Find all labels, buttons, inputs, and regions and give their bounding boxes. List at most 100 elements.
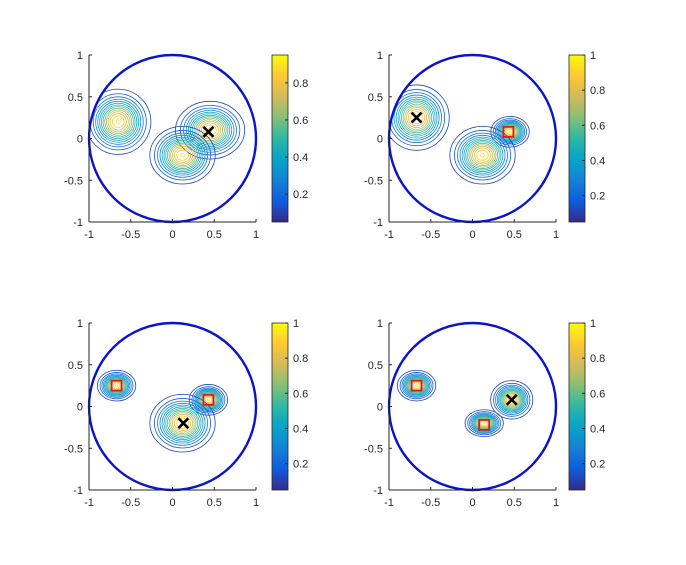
contour-line: [399, 100, 434, 135]
contour-line: [104, 107, 133, 136]
y-tick-label: 1: [77, 50, 83, 62]
colorbar-tick-label: 0.8: [590, 85, 605, 97]
contour-line: [496, 120, 524, 143]
contour-peak-2: [175, 100, 246, 160]
x-tick-label: -1: [84, 497, 94, 509]
contour-line: [395, 96, 438, 139]
contour-line: [475, 417, 493, 430]
x-tick-label: -1: [384, 229, 394, 241]
contour-line: [502, 391, 521, 409]
contour-line: [193, 387, 224, 412]
contour-line: [163, 138, 202, 173]
y-tick-label: 0: [377, 402, 383, 414]
contour-line: [163, 406, 202, 441]
y-tick-label: 0: [77, 402, 83, 414]
y-tick-label: 0.5: [68, 92, 83, 104]
contour-line: [112, 382, 121, 389]
contour-line: [95, 98, 142, 145]
contour-line: [490, 380, 534, 420]
contour-line: [195, 117, 225, 143]
x-tick-label: -0.5: [421, 229, 440, 241]
contour-line: [466, 141, 499, 169]
contour-line: [168, 142, 197, 168]
contour-line: [165, 407, 200, 439]
contour-line: [499, 388, 525, 412]
contour-line: [102, 374, 131, 397]
colorbar-tick-label: 0.6: [590, 388, 605, 400]
cross-marker: [202, 125, 215, 138]
y-tick-label: 1: [377, 318, 383, 330]
contour-line: [99, 102, 138, 141]
contour-line: [468, 142, 497, 168]
contour-line: [389, 89, 446, 147]
colorbar-tick-label: 1: [590, 50, 596, 62]
colorbar-tick-label: 0.6: [590, 120, 605, 132]
cross-marker: [177, 417, 190, 430]
x-tick-label: 1: [553, 229, 559, 241]
colorbar-fill: [272, 55, 288, 222]
contour-line: [170, 144, 195, 167]
x-tick-label: 0.5: [507, 229, 522, 241]
contour-line: [92, 96, 144, 148]
contour-line: [172, 413, 193, 433]
contour-line: [115, 119, 121, 125]
contour-line: [176, 149, 189, 161]
contour-line: [206, 398, 210, 402]
contour-line: [401, 373, 432, 398]
square-marker: [502, 125, 515, 138]
contour-line: [493, 382, 531, 417]
contour-line: [476, 417, 492, 429]
y-tick-label: -0.5: [64, 443, 83, 455]
contour-line: [100, 104, 136, 140]
colorbar-tick-label: 0.8: [293, 78, 308, 90]
colorbar-tick-label: 0.2: [590, 459, 605, 471]
contour-line: [105, 376, 128, 395]
cross-stroke: [177, 417, 190, 430]
contour-peak-2: [490, 380, 534, 420]
contour-line: [149, 393, 216, 453]
contour-lines: [89, 88, 246, 185]
contour-line: [198, 391, 219, 409]
colorbar: 1 0.8 0.6 0.4 0.2: [568, 50, 605, 223]
colorbar: 1 0.8 0.6 0.4 0.2: [271, 318, 308, 491]
contour-line: [470, 413, 498, 433]
contour-line: [161, 136, 204, 174]
contour-line: [501, 390, 522, 410]
contour-line: [159, 134, 206, 176]
contour-line: [504, 393, 519, 407]
chart-panel-4: -1 -0.5 0 0.5 1 1 0.5 0 -0.5 -1 1 0.8 0.6 0.4 0.2: [364, 318, 605, 509]
contour-line: [410, 111, 423, 124]
colorbar-tick-label: 1: [590, 318, 596, 330]
chart-panel-1: -1 -0.5 0 0.5 1 1 0.5 0 -0.5 -1 0.8 0.6 0.4 0.2: [64, 50, 308, 241]
contour-line: [463, 138, 502, 173]
contour-line: [149, 125, 216, 185]
contour-line: [166, 141, 199, 169]
contour-line: [402, 103, 431, 132]
x-tick-label: -0.5: [121, 497, 140, 509]
contour-line: [101, 373, 132, 398]
contour-line: [165, 139, 200, 171]
x-tick-label: 0: [169, 497, 175, 509]
x-tick-label: 1: [253, 497, 259, 509]
x-tick-label: 0: [169, 229, 175, 241]
contour-line: [197, 119, 223, 141]
colorbar-tick-label: 0.2: [293, 189, 308, 201]
colorbar-frame: [568, 322, 586, 491]
colorbar: 0.8 0.6 0.4 0.2: [271, 54, 308, 223]
cross-marker: [505, 393, 518, 406]
contour-line: [107, 111, 129, 133]
contour-line: [454, 130, 511, 181]
colorbar-tick-label: 0.4: [293, 423, 308, 435]
contour-line: [506, 394, 518, 406]
contour-line: [404, 105, 429, 130]
contour-line: [493, 118, 527, 146]
colorbar-tick-label: 0.4: [590, 423, 605, 435]
x-tick-label: -1: [84, 229, 94, 241]
contour-line: [204, 396, 213, 403]
contour-line: [112, 115, 125, 129]
contour-line: [106, 109, 131, 135]
contour-line: [99, 372, 134, 400]
colorbar-frame: [271, 322, 289, 491]
contour-line: [507, 395, 516, 404]
contour-line: [472, 415, 496, 432]
